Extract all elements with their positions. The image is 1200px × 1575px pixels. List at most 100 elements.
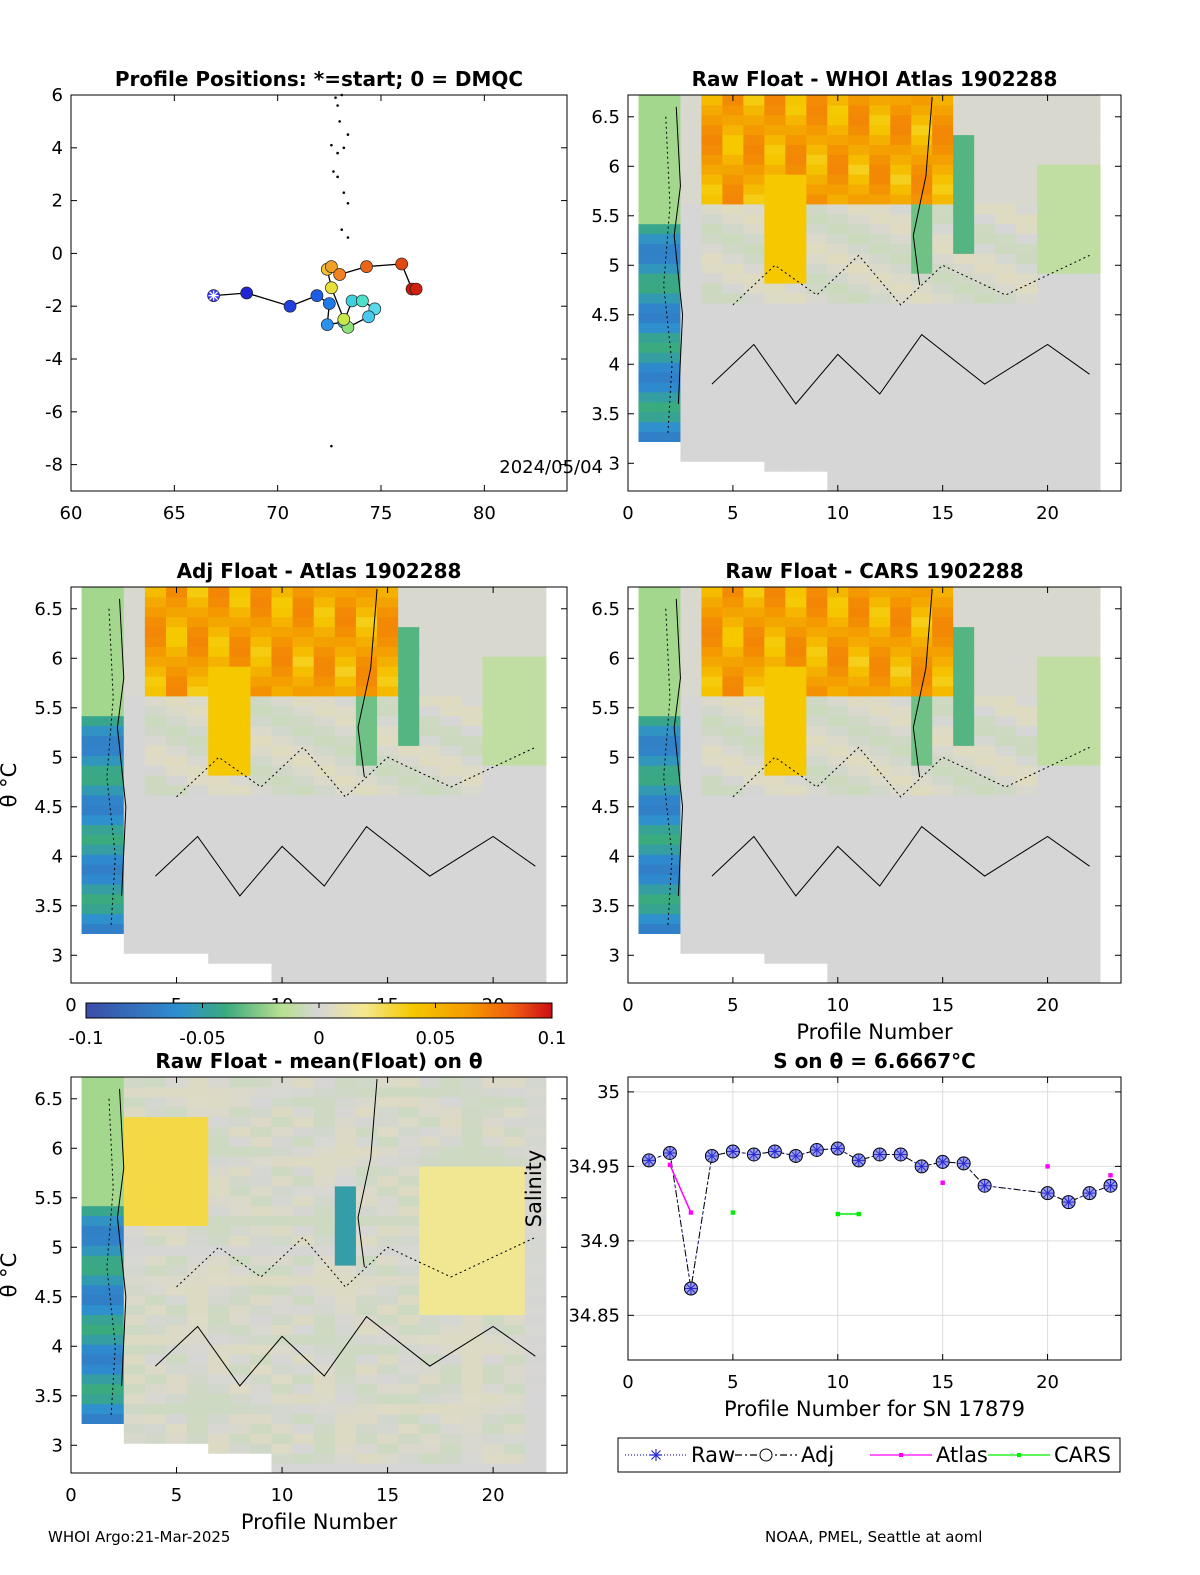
- heatmap-cell: [81, 1086, 104, 1098]
- heatmap-cell: [890, 676, 912, 687]
- heatmap-cell: [419, 646, 441, 657]
- heatmap-cell: [911, 587, 933, 598]
- heatmap-cell: [995, 943, 1017, 954]
- heatmap-cell: [953, 312, 975, 324]
- heatmap-cell: [743, 194, 765, 205]
- heatmap-cell: [81, 884, 104, 895]
- heatmap-cell: [461, 1245, 484, 1256]
- heatmap-cell: [680, 686, 702, 697]
- heatmap-cell: [524, 1284, 547, 1296]
- heatmap-cell: [334, 1096, 357, 1108]
- heatmap-cell: [440, 1235, 462, 1246]
- heatmap-cell: [911, 411, 933, 423]
- heatmap-cell: [932, 302, 954, 314]
- heatmap-cell: [953, 293, 975, 304]
- heatmap-cell: [355, 1086, 378, 1098]
- heatmap-cell: [659, 332, 681, 343]
- heatmap-cell: [334, 1245, 357, 1256]
- heatmap-cell: [722, 124, 744, 136]
- heatmap-cell: [974, 715, 996, 727]
- heatmap-cell: [743, 392, 765, 403]
- heatmap-cell: [932, 332, 954, 343]
- heatmap-cell: [398, 1383, 420, 1395]
- heatmap-cell: [890, 322, 912, 334]
- heatmap-cell: [250, 1086, 273, 1098]
- heatmap-cell: [932, 372, 954, 383]
- heatmap-cell: [995, 461, 1017, 472]
- heatmap-cell: [764, 834, 786, 845]
- heatmap-cell: [377, 963, 399, 974]
- heatmap-cell: [144, 616, 167, 628]
- heatmap-cell: [659, 362, 681, 373]
- heatmap-cell: [334, 794, 357, 806]
- heatmap-cell: [827, 401, 849, 413]
- heatmap-cell: [848, 174, 870, 185]
- heatmap-cell: [1079, 342, 1101, 353]
- heatmap-cell: [1079, 834, 1101, 845]
- heatmap-cell: [229, 923, 251, 934]
- heatmap-cell: [1079, 322, 1101, 334]
- heatmap-cell: [229, 1423, 251, 1434]
- heatmap-cell: [524, 923, 547, 934]
- heatmap-cell: [187, 1235, 209, 1246]
- heatmap-cell: [785, 134, 807, 145]
- heatmap-cell: [313, 814, 336, 826]
- heatmap-cell: [932, 431, 954, 442]
- heatmap-cell: [806, 263, 828, 274]
- heatmap-cell: [250, 903, 273, 915]
- heatmap-cell: [123, 616, 146, 628]
- heatmap-cell: [482, 864, 505, 875]
- heatmap-cell: [701, 114, 723, 126]
- heatmap-cell: [377, 1294, 399, 1306]
- profile-position-marker: [240, 286, 254, 300]
- heatmap-cell: [419, 1374, 441, 1385]
- heatmap-cell: [848, 943, 870, 954]
- heatmap-cell: [355, 705, 378, 717]
- heatmap-cell: [102, 1334, 125, 1345]
- heatmap-cell: [680, 174, 702, 185]
- y-tick-label: 4.5: [591, 797, 620, 818]
- heatmap-cell: [806, 765, 828, 776]
- heatmap-cell: [722, 844, 744, 855]
- heatmap-cell: [250, 646, 273, 657]
- heatmap-cell: [355, 676, 378, 687]
- profile-position-marker: [322, 297, 336, 310]
- heatmap-cell: [123, 1344, 146, 1355]
- heatmap-cell: [81, 844, 104, 855]
- heatmap-cell: [869, 372, 891, 383]
- heatmap-cell: [1016, 755, 1038, 766]
- heatmap-cell: [974, 656, 996, 667]
- heatmap-cell: [743, 725, 765, 736]
- y-tick-label: 5: [52, 1237, 63, 1258]
- heatmap-cell: [208, 903, 230, 915]
- heatmap-cell: [743, 431, 765, 442]
- heatmap-cell: [503, 1176, 526, 1187]
- raw-marker: [684, 1282, 697, 1295]
- heatmap-cell: [722, 794, 744, 806]
- heatmap-cell: [743, 233, 765, 244]
- heatmap-cell: [524, 626, 547, 637]
- heatmap-cell: [250, 933, 273, 944]
- heatmap-cell: [440, 596, 462, 608]
- heatmap-cell: [974, 144, 996, 155]
- heatmap-cell: [355, 1275, 378, 1286]
- heatmap-cell: [911, 95, 933, 106]
- heatmap-cell: [743, 794, 765, 806]
- panel-title: Adj Float - Atlas 1902288: [177, 559, 462, 583]
- heatmap-cell: [123, 884, 146, 895]
- heatmap-cell: [848, 253, 870, 264]
- heatmap-cell: [81, 1156, 104, 1167]
- heatmap-cell: [292, 1096, 315, 1108]
- heatmap-cell: [440, 1433, 462, 1444]
- heatmap-cell: [1079, 923, 1101, 934]
- heatmap-cell: [440, 923, 462, 934]
- heatmap-cell: [1037, 352, 1059, 363]
- heatmap-cell: [680, 431, 702, 442]
- y-tick-label: 4.5: [34, 797, 63, 818]
- heatmap-cell: [890, 302, 912, 314]
- heatmap-cell: [440, 646, 462, 657]
- heatmap-cell: [313, 735, 336, 746]
- heatmap-cell: [743, 864, 765, 875]
- heatmap-cell: [701, 243, 723, 254]
- heatmap-cell: [123, 1235, 146, 1246]
